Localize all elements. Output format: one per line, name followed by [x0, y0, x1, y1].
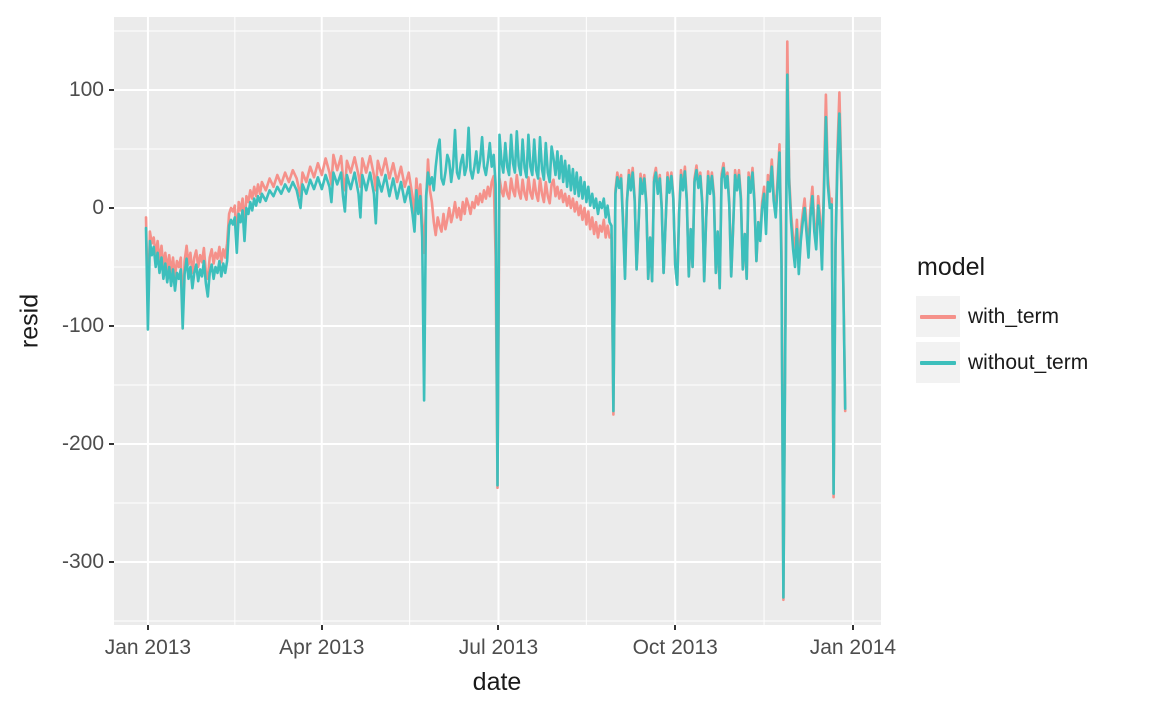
x-tick-label: Jan 2014	[809, 636, 897, 659]
x-axis-title: date	[472, 668, 522, 696]
x-tick-mark	[146, 625, 149, 630]
chart-canvas	[114, 17, 881, 625]
plot-panel	[114, 17, 881, 625]
y-tick-label: 100	[68, 78, 104, 101]
with-term-line-swatch	[920, 314, 956, 319]
legend-label-without-term: without_term	[968, 350, 1089, 374]
legend-title: model	[917, 253, 986, 281]
y-tick-mark	[109, 561, 114, 563]
legend-key-with-term	[916, 296, 960, 337]
without-term-line-swatch	[920, 360, 956, 365]
x-tick-mark	[674, 625, 677, 630]
y-axis-title: resid	[15, 293, 44, 349]
legend-entry-with-term: with_term	[916, 296, 1088, 337]
y-tick-mark	[109, 89, 114, 91]
legend: model with_term without_term	[916, 253, 1088, 388]
x-tick-mark	[320, 625, 323, 630]
x-tick-mark	[497, 625, 500, 630]
y-tick-label: -100	[61, 314, 104, 337]
x-tick-label: Jul 2013	[458, 636, 539, 659]
series-line-without_term	[144, 73, 847, 599]
legend-entry-without-term: without_term	[916, 342, 1088, 383]
x-tick-mark	[851, 625, 854, 630]
legend-key-without-term	[916, 342, 960, 383]
x-tick-label: Oct 2013	[632, 636, 718, 659]
x-tick-label: Apr 2013	[279, 636, 365, 659]
y-tick-mark	[109, 325, 114, 327]
y-tick-label: -300	[61, 550, 104, 573]
y-tick-mark	[109, 207, 114, 209]
x-tick-label: Jan 2013	[104, 636, 192, 659]
y-tick-label: -200	[61, 432, 104, 455]
y-tick-label: 0	[92, 196, 104, 219]
legend-label-with-term: with_term	[968, 304, 1060, 328]
y-tick-mark	[109, 443, 114, 445]
